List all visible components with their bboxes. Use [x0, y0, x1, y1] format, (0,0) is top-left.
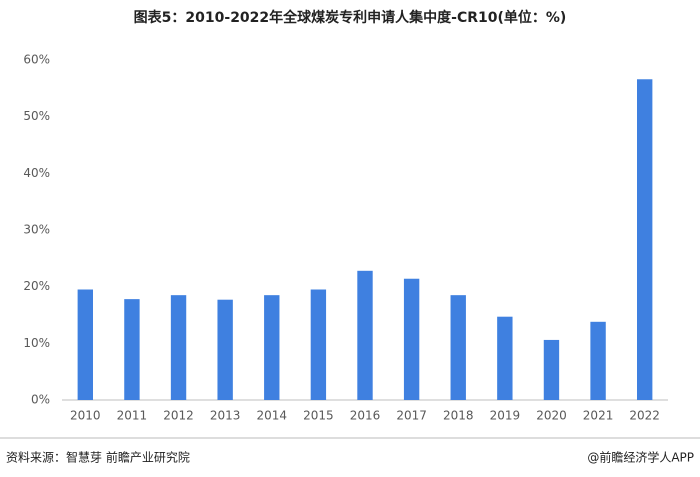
x-tick-label: 2021: [583, 409, 614, 423]
x-tick-label: 2011: [117, 409, 148, 423]
x-tick-label: 2015: [303, 409, 334, 423]
bar: [264, 295, 280, 400]
x-tick-label: 2019: [490, 409, 521, 423]
bar: [170, 295, 187, 400]
bar: [77, 289, 93, 400]
x-tick-label: 2010: [70, 409, 101, 423]
bar: [497, 316, 513, 400]
chart-title: 图表5：2010-2022年全球煤炭专利申请人集中度-CR10(单位：%): [134, 9, 567, 26]
x-tick-label: 2016: [350, 409, 381, 423]
x-tick-label: 2014: [256, 409, 287, 423]
bar: [403, 278, 420, 400]
bar: [310, 289, 327, 400]
bar: [217, 299, 233, 400]
y-tick-label: 30%: [23, 223, 50, 237]
x-tick-label: 2020: [536, 409, 567, 423]
credit: @前瞻经济学人APP: [587, 450, 694, 465]
y-tick-label: 10%: [23, 336, 50, 350]
x-tick-label: 2018: [443, 409, 474, 423]
y-tick-label: 40%: [23, 166, 50, 180]
bar: [543, 339, 560, 400]
bar: [124, 299, 140, 400]
y-tick-label: 0%: [31, 393, 50, 407]
y-tick-label: 20%: [23, 279, 50, 293]
x-tick-label: 2013: [210, 409, 241, 423]
bar: [450, 295, 466, 400]
x-tick-label: 2012: [163, 409, 194, 423]
x-tick-label: 2017: [396, 409, 427, 423]
y-tick-label: 50%: [23, 109, 50, 123]
x-tick-label: 2022: [629, 409, 660, 423]
bar: [637, 79, 653, 401]
bar: [357, 270, 373, 400]
y-tick-label: 60%: [23, 53, 50, 67]
source: 资料来源：智慧芽 前瞻产业研究院: [6, 450, 190, 465]
bar: [590, 321, 606, 400]
